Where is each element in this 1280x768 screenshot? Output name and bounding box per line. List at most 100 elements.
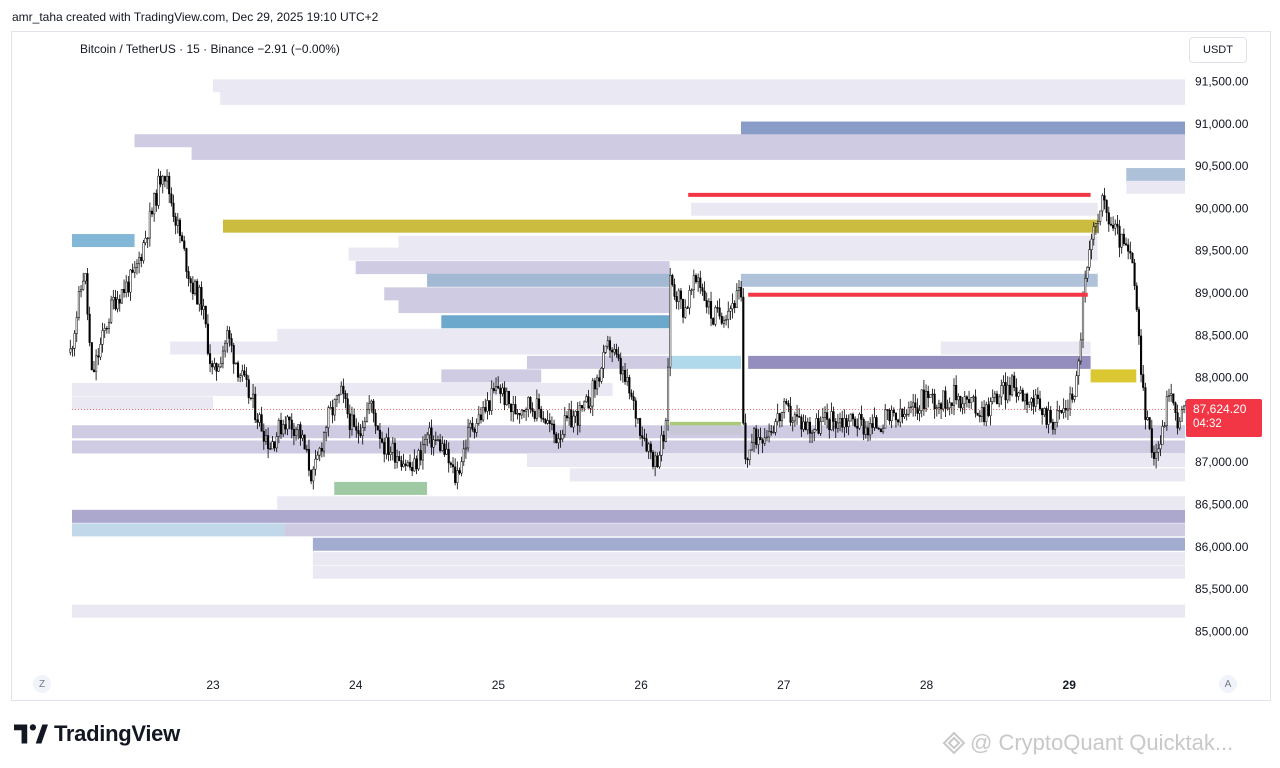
candle-body (1120, 233, 1123, 248)
candle-body (443, 443, 446, 455)
candle-body (922, 389, 925, 409)
liquidity-band (355, 261, 670, 275)
candle-body (645, 438, 648, 452)
candle-body (1075, 375, 1078, 397)
candle-body (619, 358, 622, 375)
candle-body (671, 275, 674, 285)
candle-body (1013, 375, 1016, 388)
candle-body (219, 362, 222, 368)
candle-body (1008, 384, 1011, 396)
candle-body (402, 463, 405, 467)
candle-body (804, 421, 807, 431)
price-axis: 85,000.00 85,500.00 86,000.00 86,500.00 87,0… (1195, 75, 1249, 639)
candle-body (961, 403, 964, 409)
candle-body (1150, 428, 1153, 453)
candle-body (819, 421, 822, 434)
candle-body (488, 400, 491, 411)
candle-body (239, 375, 242, 378)
candle-body (432, 439, 435, 448)
candle-body (417, 450, 420, 470)
candle-body (559, 438, 562, 440)
candle-body (658, 454, 661, 468)
candle-body (641, 435, 644, 439)
candle-body (600, 368, 603, 382)
tradingview-logo-text: TradingView (54, 721, 180, 746)
candle-body (198, 287, 201, 305)
currency-button[interactable]: USDT (1189, 37, 1247, 63)
candle-body (563, 415, 566, 435)
candle-body (1107, 212, 1110, 225)
candle-body (484, 407, 487, 412)
candle-body (688, 290, 691, 309)
symbol-legend[interactable]: Bitcoin / TetherUS · 15 · Binance −2.91 … (80, 42, 340, 56)
candle-body (830, 411, 833, 431)
candle-body (892, 409, 895, 414)
liquidity-band (72, 234, 135, 248)
candlestick-series (69, 168, 1188, 490)
candle-body (221, 350, 225, 364)
candle-body (576, 410, 579, 426)
candle-body (389, 452, 392, 455)
candle-body (314, 458, 317, 470)
candle-body (838, 418, 842, 424)
candle-body (924, 390, 928, 409)
candle-body (1155, 452, 1158, 459)
candle-body (733, 303, 736, 308)
candle-body (1178, 420, 1181, 429)
candle-body (482, 407, 485, 421)
liquidity-band (72, 382, 613, 396)
candle-body (370, 400, 373, 404)
candle-body (69, 348, 72, 353)
liquidity-band (441, 315, 670, 329)
candle-body (224, 342, 227, 352)
candle-body (467, 427, 470, 449)
liquidity-band (940, 341, 1091, 355)
candle-body (1159, 443, 1162, 450)
candle-body (428, 427, 431, 436)
candle-body (338, 393, 341, 396)
candle-body (301, 434, 304, 439)
candle-body (475, 423, 478, 433)
candle-body (675, 296, 678, 302)
candle-body (963, 396, 966, 405)
candle-body (849, 413, 852, 422)
candle-body (628, 377, 631, 394)
candle-body (832, 411, 835, 422)
price-axis-tick-label: 87,000.00 (1195, 455, 1249, 469)
candle-body (888, 410, 891, 422)
candle-body (987, 404, 990, 416)
candle-body (189, 278, 192, 284)
candle-body (854, 418, 857, 427)
candle-body (400, 460, 403, 467)
candle-body (77, 291, 80, 318)
candle-body (144, 237, 147, 243)
candle-body (520, 409, 523, 416)
candle-body (166, 175, 169, 182)
candle-body (516, 413, 519, 415)
candle-body (312, 468, 315, 482)
candle-body (593, 380, 596, 390)
candle-body (155, 192, 158, 206)
candle-body (1058, 410, 1061, 412)
candle-body (451, 464, 455, 468)
candle-body (525, 409, 528, 412)
auto-scale-button[interactable]: A (1219, 675, 1237, 693)
candle-body (1073, 396, 1076, 400)
candle-body (817, 418, 820, 434)
candle-body (866, 427, 870, 436)
candle-body (965, 396, 968, 400)
candle-body (768, 430, 771, 438)
candle-body (765, 436, 768, 439)
zoom-reset-button[interactable]: Z (33, 675, 51, 693)
liquidity-band (384, 287, 670, 301)
candle-body (138, 257, 141, 265)
candle-body (774, 421, 777, 433)
candle-body (808, 421, 811, 434)
candle-body (307, 449, 311, 471)
candle-body (127, 281, 130, 293)
candle-body (131, 269, 134, 273)
candle-body (761, 439, 764, 444)
candle-body (580, 405, 584, 409)
candle-body (206, 323, 209, 354)
